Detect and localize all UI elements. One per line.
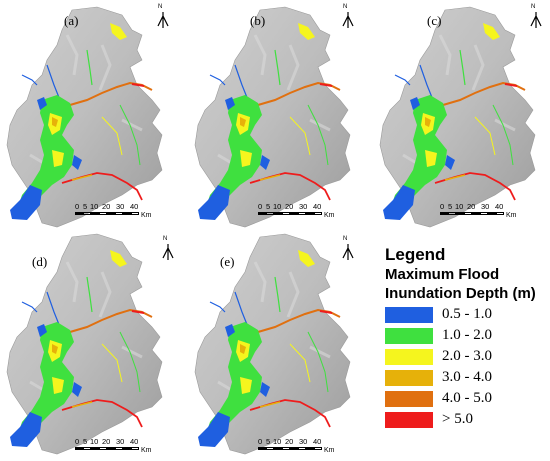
scale-tick-label: 30 xyxy=(299,437,308,446)
scale-tick-label: 20 xyxy=(285,202,294,211)
scale-tick-label: 10 xyxy=(273,437,282,446)
legend-swatch xyxy=(385,412,433,428)
flood-map-b xyxy=(193,5,352,229)
scale-tick-label: 10 xyxy=(90,437,99,446)
panel-label-a: (a) xyxy=(64,13,79,28)
scale-bar-segments xyxy=(258,212,322,215)
scale-unit: Km xyxy=(141,447,152,454)
legend-label: 2.0 - 3.0 xyxy=(442,348,492,364)
scale-tick-label: 20 xyxy=(467,202,476,211)
panel-label-e: (e) xyxy=(220,254,235,269)
legend-label: 0.5 - 1.0 xyxy=(442,306,492,322)
scale-tick-label: 0 xyxy=(258,437,263,446)
map-panel-b: (b) xyxy=(190,5,370,230)
scale-tick-label: 20 xyxy=(102,437,111,446)
scale-bar-segments xyxy=(440,212,504,215)
scale-tick-label: 5 xyxy=(448,202,453,211)
legend-label: 4.0 - 5.0 xyxy=(442,390,492,406)
flood-map-c xyxy=(378,5,537,229)
legend-swatch xyxy=(385,349,433,365)
scale-tick-label: 40 xyxy=(130,202,139,211)
legend-swatch xyxy=(385,370,433,386)
north-arrow-icon: N xyxy=(340,4,356,30)
map-panel-a: (a) xyxy=(2,5,182,230)
north-arrow-icon: N xyxy=(155,4,171,30)
north-arrow-icon: N xyxy=(340,236,356,262)
scale-tick-label: 0 xyxy=(75,202,80,211)
legend-swatch xyxy=(385,391,433,407)
scale-unit: Km xyxy=(324,212,335,219)
map-panel-d: (d) xyxy=(2,232,182,457)
scale-unit: Km xyxy=(141,212,152,219)
scale-tick-label: 40 xyxy=(313,437,322,446)
panel-label-d: (d) xyxy=(32,254,48,269)
map-panel-e: (e) xyxy=(190,232,370,457)
panel-label-c: (c) xyxy=(427,13,442,28)
scale-tick-label: 40 xyxy=(495,202,504,211)
legend-label: 1.0 - 2.0 xyxy=(442,327,492,343)
scale-tick-label: 10 xyxy=(455,202,464,211)
scale-tick-label: 40 xyxy=(130,437,139,446)
flood-map-e xyxy=(193,232,352,456)
legend-swatch xyxy=(385,328,433,344)
scale-tick-label: 20 xyxy=(102,202,111,211)
legend-subtitle-line1: Maximum Flood xyxy=(385,266,500,283)
legend-label: > 5.0 xyxy=(442,411,473,427)
scale-bar-segments xyxy=(258,447,322,450)
scale-tick-label: 0 xyxy=(75,437,80,446)
scale-tick-label: 30 xyxy=(116,437,125,446)
scale-tick-label: 0 xyxy=(440,202,445,211)
scale-bar-segments xyxy=(75,447,139,450)
panel-label-b: (b) xyxy=(250,13,266,28)
legend-title: Legend xyxy=(385,245,446,264)
scale-tick-label: 10 xyxy=(90,202,99,211)
scale-tick-label: 5 xyxy=(266,437,271,446)
scale-tick-label: 5 xyxy=(83,202,88,211)
scale-tick-label: 5 xyxy=(266,202,271,211)
scale-unit: Km xyxy=(324,447,335,454)
scale-tick-label: 20 xyxy=(285,437,294,446)
scale-tick-label: 40 xyxy=(313,202,322,211)
flood-map-a xyxy=(5,5,164,229)
flood-map-d xyxy=(5,232,164,456)
scale-tick-label: 5 xyxy=(83,437,88,446)
map-panel-c: (c) xyxy=(375,5,550,230)
legend-swatch xyxy=(385,307,433,323)
scale-unit: Km xyxy=(506,212,517,219)
north-arrow-icon: N xyxy=(160,236,176,262)
legend: Legend Maximum Flood Inundation Depth (m… xyxy=(385,245,550,455)
scale-tick-label: 10 xyxy=(273,202,282,211)
scale-tick-label: 30 xyxy=(481,202,490,211)
scale-tick-label: 30 xyxy=(299,202,308,211)
scale-tick-label: 30 xyxy=(116,202,125,211)
legend-label: 3.0 - 4.0 xyxy=(442,369,492,385)
scale-tick-label: 0 xyxy=(258,202,263,211)
legend-subtitle-line2: Inundation Depth (m) xyxy=(385,285,536,302)
north-arrow-icon: N xyxy=(528,4,544,30)
scale-bar-segments xyxy=(75,212,139,215)
